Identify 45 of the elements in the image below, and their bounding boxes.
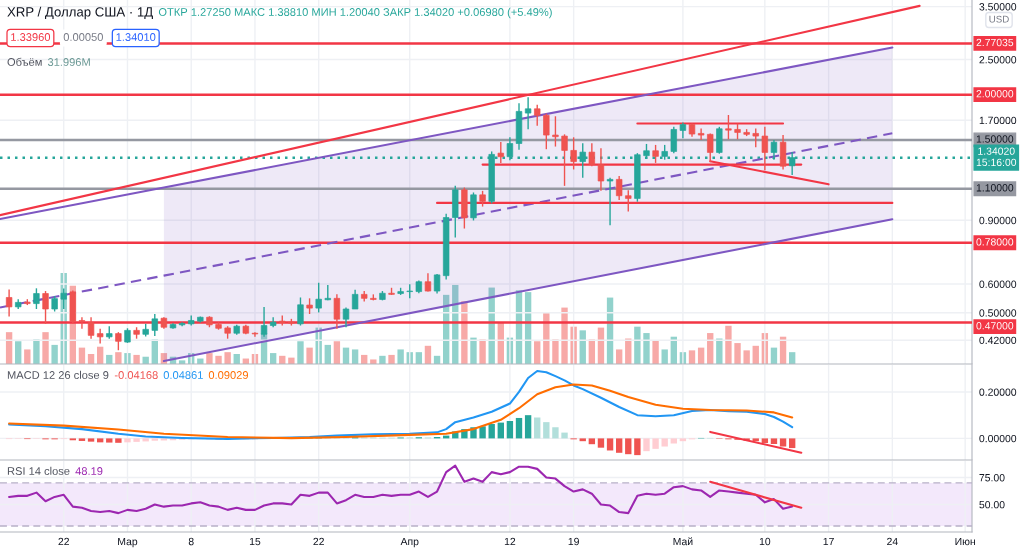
y-tick-label: 0.50000 xyxy=(979,309,1017,317)
annotation: 1.33960 xyxy=(11,33,51,41)
x-tick-label: 22 xyxy=(58,537,70,546)
text: ОТКР 1.27250 МАКС 1.38810 МИН 1.20040 ЗАКР 1.34020 +0.06980 (+5.49%) xyxy=(158,7,552,19)
x-tick-label: 17 xyxy=(823,537,834,546)
x-tick-label: 24 xyxy=(887,537,898,546)
x-tick-label: 15 xyxy=(249,537,261,546)
ref-line-label: 1.50000 xyxy=(976,135,1014,143)
y-tick-label: 50.00 xyxy=(979,500,1005,509)
x-tick-label: Июн xyxy=(955,537,975,546)
y-tick-label: 0.90000 xyxy=(979,216,1017,225)
x-tick-label: Май xyxy=(673,537,693,546)
annotation: 48.19 xyxy=(75,467,103,475)
x-tick-label: 19 xyxy=(568,537,579,546)
ref-line-label: 0.78000 xyxy=(976,238,1014,246)
chart-title: Объём xyxy=(7,57,42,66)
chart-title: XRP / Доллар США · 1Д xyxy=(7,6,153,20)
ref-line-label: 2.00000 xyxy=(976,90,1014,98)
annotation: -0.04168 xyxy=(114,371,158,379)
chart-title: MACD 12 26 close 9 xyxy=(7,370,109,379)
y-tick-label: 0.00000 xyxy=(979,434,1017,443)
annotation: 0.04861 xyxy=(163,371,203,379)
annotation: 1.34010 xyxy=(116,33,156,41)
x-tick-label: Апр xyxy=(400,537,419,548)
y-tick-label: 0.20000 xyxy=(979,388,1017,396)
y-axis-title: USD xyxy=(989,15,1009,23)
y-tick-label: 3.50000 xyxy=(979,3,1017,11)
y-tick-label: 0.42000 xyxy=(979,336,1017,345)
annotation: 0.00050 xyxy=(63,33,103,41)
x-tick-label: 10 xyxy=(759,537,771,546)
x-tick-label: Мар xyxy=(118,537,138,548)
x-tick-label: 12 xyxy=(504,537,516,546)
y-tick-label: 75.00 xyxy=(979,474,1005,482)
ref-line-label: 1.34020 15:16:00 xyxy=(976,147,1017,167)
y-tick-label: 0.60000 xyxy=(979,280,1017,288)
ref-line-label: 0.47000 xyxy=(976,322,1014,330)
ref-line-label: 1.10000 xyxy=(976,184,1014,192)
annotation: 31.996M xyxy=(47,58,90,66)
ref-line-label: 2.77035 xyxy=(976,38,1014,47)
x-tick-label: 8 xyxy=(188,537,194,546)
x-tick-label: 22 xyxy=(313,537,324,546)
chart-title: RSI 14 close xyxy=(7,466,70,475)
y-tick-label: 1.70000 xyxy=(979,116,1017,125)
y-tick-label: 2.50000 xyxy=(979,56,1017,64)
annotation: 0.09029 xyxy=(208,371,249,379)
